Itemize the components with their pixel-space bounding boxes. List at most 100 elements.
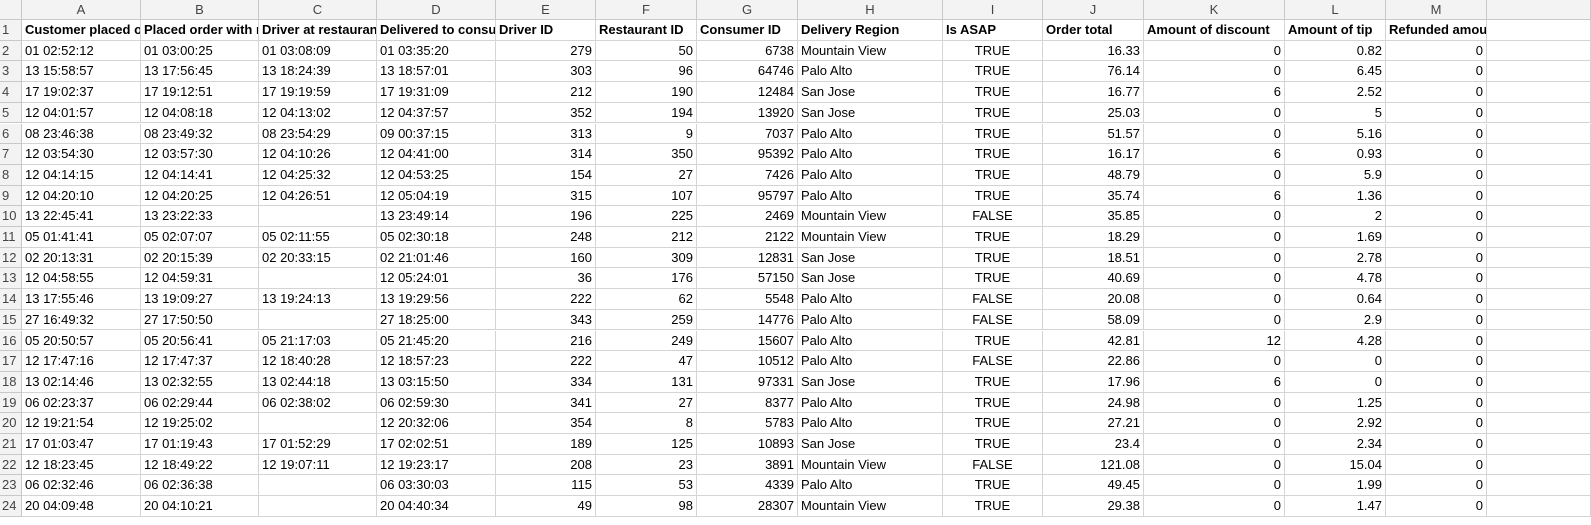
cell[interactable]: 28307 bbox=[697, 496, 798, 517]
cell[interactable]: 50 bbox=[596, 40, 697, 62]
cell[interactable]: 20 04:10:21 bbox=[141, 496, 259, 517]
row-header[interactable]: 13 bbox=[0, 268, 22, 290]
cell[interactable]: FALSE bbox=[943, 454, 1043, 476]
column-header[interactable]: C bbox=[259, 0, 377, 20]
cell[interactable]: 06 02:23:37 bbox=[22, 392, 141, 414]
cell[interactable]: 0 bbox=[1386, 227, 1487, 248]
cell[interactable]: 1.99 bbox=[1285, 475, 1386, 497]
cell[interactable]: 6738 bbox=[697, 40, 798, 62]
cell[interactable]: 02 21:01:46 bbox=[377, 247, 496, 269]
cell[interactable]: 13 18:57:01 bbox=[377, 61, 496, 83]
cell[interactable]: 7426 bbox=[697, 164, 798, 186]
row-header[interactable]: 12 bbox=[0, 247, 22, 269]
cell[interactable]: 0 bbox=[1144, 496, 1285, 517]
cell[interactable]: 05 21:17:03 bbox=[259, 330, 377, 352]
cell[interactable]: 0 bbox=[1386, 413, 1487, 434]
cell[interactable]: 216 bbox=[496, 330, 596, 352]
cell[interactable]: 95392 bbox=[697, 144, 798, 165]
cell[interactable]: 0 bbox=[1386, 434, 1487, 455]
cell[interactable]: 13 02:44:18 bbox=[259, 371, 377, 393]
cell[interactable]: Palo Alto bbox=[798, 164, 943, 186]
cell[interactable]: 0 bbox=[1386, 392, 1487, 414]
cell[interactable]: 343 bbox=[496, 309, 596, 331]
column-header[interactable]: G bbox=[697, 0, 798, 20]
cell[interactable]: Palo Alto bbox=[798, 392, 943, 414]
cell[interactable]: 12 03:54:30 bbox=[22, 144, 141, 165]
cell[interactable]: 0 bbox=[1386, 185, 1487, 207]
cell[interactable]: 49 bbox=[496, 496, 596, 517]
cell[interactable]: TRUE bbox=[943, 123, 1043, 145]
cell[interactable]: 10893 bbox=[697, 434, 798, 455]
row-header[interactable]: 2 bbox=[0, 40, 22, 62]
cell[interactable]: 13 18:24:39 bbox=[259, 61, 377, 83]
cell[interactable]: San Jose bbox=[798, 371, 943, 393]
cell[interactable]: 6 bbox=[1144, 82, 1285, 103]
corner[interactable] bbox=[0, 0, 22, 20]
cell[interactable]: Mountain View bbox=[798, 40, 943, 62]
cell[interactable]: 2.52 bbox=[1285, 82, 1386, 103]
row-header[interactable]: 23 bbox=[0, 475, 22, 497]
cell[interactable]: 05 01:41:41 bbox=[22, 227, 141, 248]
column-header[interactable]: E bbox=[496, 0, 596, 20]
cell[interactable]: 35.85 bbox=[1043, 206, 1144, 227]
cell[interactable]: 0 bbox=[1144, 206, 1285, 227]
cell[interactable]: 12 03:57:30 bbox=[141, 144, 259, 165]
cell[interactable]: 0 bbox=[1386, 309, 1487, 331]
cell[interactable]: 13 15:58:57 bbox=[22, 61, 141, 83]
cell[interactable]: 0 bbox=[1144, 61, 1285, 83]
cell[interactable]: 12 04:01:57 bbox=[22, 102, 141, 124]
cell[interactable]: 12831 bbox=[697, 247, 798, 269]
cell[interactable]: 6.45 bbox=[1285, 61, 1386, 83]
cell[interactable]: 5 bbox=[1285, 102, 1386, 124]
cell[interactable]: 5548 bbox=[697, 289, 798, 310]
cell[interactable]: 131 bbox=[596, 371, 697, 393]
cell[interactable]: 0 bbox=[1144, 392, 1285, 414]
cell[interactable]: 98 bbox=[596, 496, 697, 517]
header-cell[interactable]: Driver ID bbox=[496, 20, 596, 41]
cell[interactable]: 08 23:46:38 bbox=[22, 123, 141, 145]
row-header[interactable]: 15 bbox=[0, 309, 22, 331]
cell[interactable]: 13 02:32:55 bbox=[141, 371, 259, 393]
row-header[interactable]: 9 bbox=[0, 185, 22, 207]
cell[interactable]: 0.82 bbox=[1285, 40, 1386, 62]
row-header[interactable]: 5 bbox=[0, 102, 22, 124]
cell[interactable]: 49.45 bbox=[1043, 475, 1144, 497]
cell[interactable]: 314 bbox=[496, 144, 596, 165]
cell[interactable]: 6 bbox=[1144, 144, 1285, 165]
cell[interactable]: 248 bbox=[496, 227, 596, 248]
cell[interactable]: 12 04:08:18 bbox=[141, 102, 259, 124]
cell[interactable]: 12 20:32:06 bbox=[377, 413, 496, 434]
cell[interactable]: 48.79 bbox=[1043, 164, 1144, 186]
header-cell[interactable]: Order total bbox=[1043, 20, 1144, 41]
cell[interactable]: 05 20:50:57 bbox=[22, 330, 141, 352]
column-header[interactable]: M bbox=[1386, 0, 1487, 20]
cell[interactable]: 0 bbox=[1386, 61, 1487, 83]
cell[interactable]: 5.16 bbox=[1285, 123, 1386, 145]
cell[interactable]: 12 04:14:15 bbox=[22, 164, 141, 186]
cell[interactable]: 0 bbox=[1144, 289, 1285, 310]
cell[interactable]: 02 20:13:31 bbox=[22, 247, 141, 269]
cell[interactable]: 259 bbox=[596, 309, 697, 331]
cell[interactable]: 196 bbox=[496, 206, 596, 227]
cell[interactable]: 27 18:25:00 bbox=[377, 309, 496, 331]
column-header[interactable]: J bbox=[1043, 0, 1144, 20]
cell[interactable]: 0 bbox=[1144, 227, 1285, 248]
cell[interactable]: 12 04:58:55 bbox=[22, 268, 141, 290]
cell[interactable]: 47 bbox=[596, 351, 697, 372]
cell[interactable]: 16.17 bbox=[1043, 144, 1144, 165]
cell[interactable]: 20 04:09:48 bbox=[22, 496, 141, 517]
cell[interactable]: 40.69 bbox=[1043, 268, 1144, 290]
cell[interactable]: 6 bbox=[1144, 371, 1285, 393]
cell[interactable]: TRUE bbox=[943, 496, 1043, 517]
cell[interactable]: Palo Alto bbox=[798, 351, 943, 372]
cell[interactable]: 20 04:40:34 bbox=[377, 496, 496, 517]
cell[interactable]: TRUE bbox=[943, 268, 1043, 290]
row-header[interactable]: 18 bbox=[0, 371, 22, 393]
column-header[interactable]: B bbox=[141, 0, 259, 20]
header-cell[interactable]: Delivery Region bbox=[798, 20, 943, 41]
cell[interactable]: 212 bbox=[596, 227, 697, 248]
row-header[interactable]: 16 bbox=[0, 330, 22, 352]
cell[interactable]: 17 01:52:29 bbox=[259, 434, 377, 455]
cell[interactable]: 107 bbox=[596, 185, 697, 207]
cell[interactable]: 222 bbox=[496, 351, 596, 372]
